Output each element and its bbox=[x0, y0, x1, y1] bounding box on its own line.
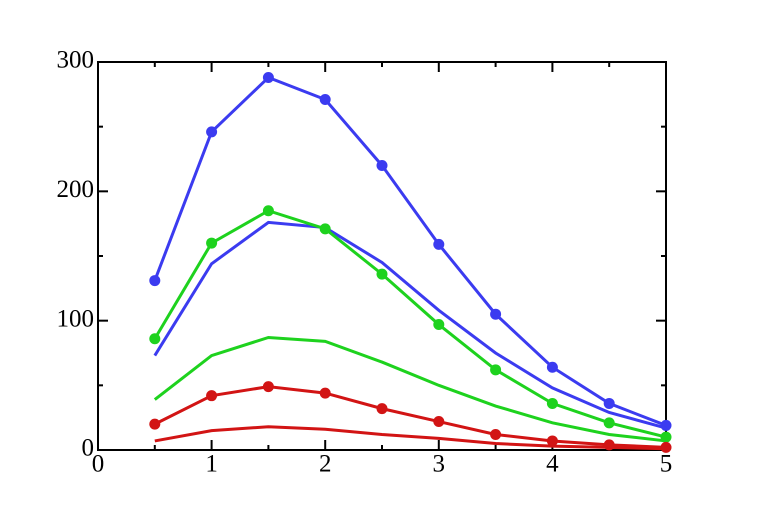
point bbox=[149, 275, 161, 287]
x-tick-label: 2 bbox=[319, 451, 332, 478]
point bbox=[433, 238, 445, 250]
series-line bbox=[153, 209, 667, 439]
point bbox=[490, 308, 502, 320]
point bbox=[546, 361, 558, 373]
series-line bbox=[153, 335, 667, 443]
y-tick-label: 200 bbox=[57, 176, 95, 203]
x-tick-label: 1 bbox=[205, 451, 218, 478]
x-tick-label: 3 bbox=[433, 451, 446, 478]
point bbox=[206, 126, 218, 138]
point bbox=[490, 364, 502, 376]
plot-frame bbox=[97, 61, 667, 451]
x-tick-label: 5 bbox=[660, 451, 673, 478]
point bbox=[262, 205, 274, 217]
point bbox=[319, 387, 331, 399]
point bbox=[546, 397, 558, 409]
point bbox=[376, 268, 388, 280]
point bbox=[603, 397, 615, 409]
point bbox=[433, 416, 445, 428]
point bbox=[433, 319, 445, 331]
point bbox=[262, 72, 274, 84]
point bbox=[262, 381, 274, 393]
point bbox=[319, 223, 331, 235]
point bbox=[319, 94, 331, 106]
point bbox=[149, 418, 161, 430]
x-tick-label: 0 bbox=[92, 451, 105, 478]
point bbox=[206, 237, 218, 249]
series-line bbox=[154, 425, 667, 451]
y-tick-label: 0 bbox=[82, 435, 95, 462]
point bbox=[376, 403, 388, 415]
y-tick-label: 100 bbox=[57, 305, 95, 332]
point bbox=[149, 333, 161, 345]
point bbox=[376, 159, 388, 171]
point bbox=[603, 417, 615, 429]
point bbox=[206, 390, 218, 402]
series-line bbox=[153, 220, 667, 430]
point bbox=[546, 435, 558, 447]
series-line bbox=[154, 385, 667, 449]
point bbox=[490, 428, 502, 440]
y-tick-label: 300 bbox=[57, 47, 95, 74]
series-line bbox=[153, 75, 667, 427]
x-tick-label: 4 bbox=[546, 451, 559, 478]
